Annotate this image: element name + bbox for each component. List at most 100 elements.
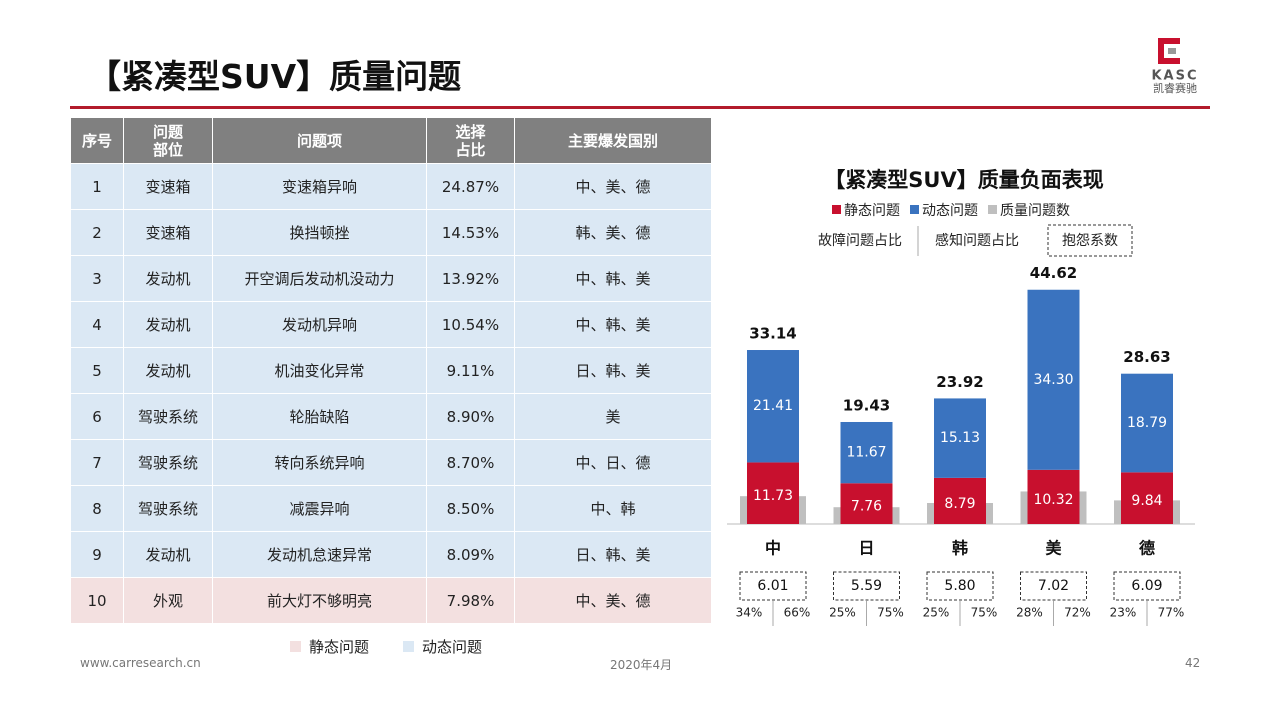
logo-text: KASC [1151, 69, 1198, 84]
complaint-box [833, 571, 900, 601]
table-cell: 外观 [123, 577, 213, 624]
table-row: 7 驾驶系统 转向系统异响 8.70% 中、日、德 [70, 439, 712, 486]
complaint-index: 6.01 [757, 578, 788, 594]
table-cell: 轮胎缺陷 [212, 393, 427, 440]
value-label: 18.79 [1127, 415, 1167, 431]
header-line: 部位 [152, 140, 183, 159]
table-cell: 变速箱 [123, 163, 213, 210]
footer-site: www.carresearch.cn [80, 656, 201, 670]
table-cell: 变速箱异响 [212, 163, 427, 210]
value-label: 34.30 [1033, 372, 1073, 388]
bar-segment [840, 483, 893, 524]
bar-segment [1027, 469, 1080, 524]
header-cell: 问题项 [212, 117, 427, 164]
table-cell: 中、韩、美 [514, 255, 712, 302]
complaint-box [926, 571, 994, 601]
background-bar [833, 507, 900, 524]
complaint-box [739, 571, 807, 601]
table-row: 10 外观 前大灯不够明亮 7.98% 中、美、德 [70, 577, 712, 624]
bar-segment [934, 477, 986, 524]
value-label: 11.73 [753, 488, 793, 504]
table-cell: 8.70% [426, 439, 515, 486]
fault-share: 25% [923, 606, 950, 620]
table-row: 2 变速箱 换挡顿挫 14.53% 韩、美、德 [70, 209, 712, 256]
legend-swatch [290, 641, 301, 652]
table-cell: 9.11% [426, 347, 515, 394]
category-label: 德 [1139, 539, 1155, 558]
chart-title: 【紧凑型SUV】质量负面表现 [824, 168, 1103, 192]
background-bar [740, 496, 806, 524]
fault-share: 34% [736, 606, 763, 620]
header-line: 选择 [455, 122, 486, 141]
table-row: 6 驾驶系统 轮胎缺陷 8.90% 美 [70, 393, 712, 440]
table-cell: 日、韩、美 [514, 531, 712, 578]
issue-table: 序号 问题 部位 问题项 选择 占比 主要爆发国别 1 变速箱 变速箱异响 24.87% 中、美、德 2… [70, 117, 712, 624]
total-label: 28.63 [1123, 348, 1170, 366]
legend2-box [1047, 224, 1133, 257]
slide-title: 【紧凑型SUV】质量问题 [88, 57, 462, 96]
table-cell: 发动机 [123, 531, 213, 578]
table-cell: 发动机 [123, 255, 213, 302]
logo: KASC 凯睿赛驰 [1151, 38, 1198, 95]
header-cell: 问题 部位 [123, 117, 213, 164]
table-cell: 换挡顿挫 [212, 209, 427, 256]
table-cell: 中、韩、美 [514, 301, 712, 348]
legend-label: 静态问题 [844, 203, 900, 219]
complaint-index: 5.80 [944, 578, 975, 594]
total-label: 23.92 [936, 373, 983, 391]
logo-sub: 凯睿赛驰 [1153, 81, 1197, 95]
legend-swatch [910, 205, 919, 214]
perceived-share: 72% [1064, 606, 1091, 620]
legend-label: 静态问题 [309, 638, 370, 656]
complaint-index: 6.09 [1131, 578, 1162, 594]
header-line: 占比 [455, 140, 486, 159]
table-cell: 前大灯不够明亮 [212, 577, 427, 624]
bar-segment [1121, 373, 1173, 473]
legend-swatch [988, 205, 997, 214]
table-row: 8 驾驶系统 减震异响 8.50% 中、韩 [70, 485, 712, 532]
background-bar [1020, 491, 1087, 524]
table-cell: 日、韩、美 [514, 347, 712, 394]
table-cell: 5 [70, 347, 124, 394]
table-cell: 减震异响 [212, 485, 427, 532]
table-legend: 静态问题 动态问题 [290, 636, 482, 657]
table-cell: 变速箱 [123, 209, 213, 256]
legend-label: 动态问题 [922, 203, 978, 219]
table-cell: 14.53% [426, 209, 515, 256]
table-cell: 7 [70, 439, 124, 486]
header-line: 问题 [152, 122, 183, 141]
perceived-share: 75% [971, 606, 998, 620]
complaint-index: 5.59 [851, 578, 882, 594]
logo-block [1158, 44, 1164, 58]
category-label: 日 [858, 539, 874, 558]
fault-share: 23% [1110, 606, 1137, 620]
value-label: 7.76 [851, 499, 882, 515]
table-cell: 10 [70, 577, 124, 624]
page-number: 42 [1185, 656, 1201, 670]
header-cell: 序号 [70, 117, 124, 164]
table-cell: 13.92% [426, 255, 515, 302]
bar-segment [840, 421, 893, 484]
value-label: 9.84 [1131, 493, 1162, 509]
fault-share: 25% [829, 606, 856, 620]
table-cell: 中、韩 [514, 485, 712, 532]
table-cell: 驾驶系统 [123, 439, 213, 486]
bar-segment [747, 462, 799, 524]
table-row: 5 发动机 机油变化异常 9.11% 日、韩、美 [70, 347, 712, 394]
total-label: 33.14 [749, 325, 796, 343]
logo-block [1168, 48, 1176, 54]
table-cell: 8.90% [426, 393, 515, 440]
table-row: 4 发动机 发动机异响 10.54% 中、韩、美 [70, 301, 712, 348]
background-bar [1114, 500, 1180, 524]
table-cell: 24.87% [426, 163, 515, 210]
header-cell: 选择 占比 [426, 117, 515, 164]
legend-item: 静态问题 [290, 636, 369, 657]
table-row: 9 发动机 发动机怠速异常 8.09% 日、韩、美 [70, 531, 712, 578]
legend-swatch [403, 641, 415, 652]
table-cell: 10.54% [426, 301, 515, 348]
header-line: 主要爆发国别 [567, 131, 658, 150]
table-cell: 2 [70, 209, 124, 256]
table-cell: 中、美、德 [514, 163, 712, 210]
fault-share: 28% [1016, 606, 1043, 620]
legend2-label: 抱怨系数 [1062, 233, 1118, 249]
